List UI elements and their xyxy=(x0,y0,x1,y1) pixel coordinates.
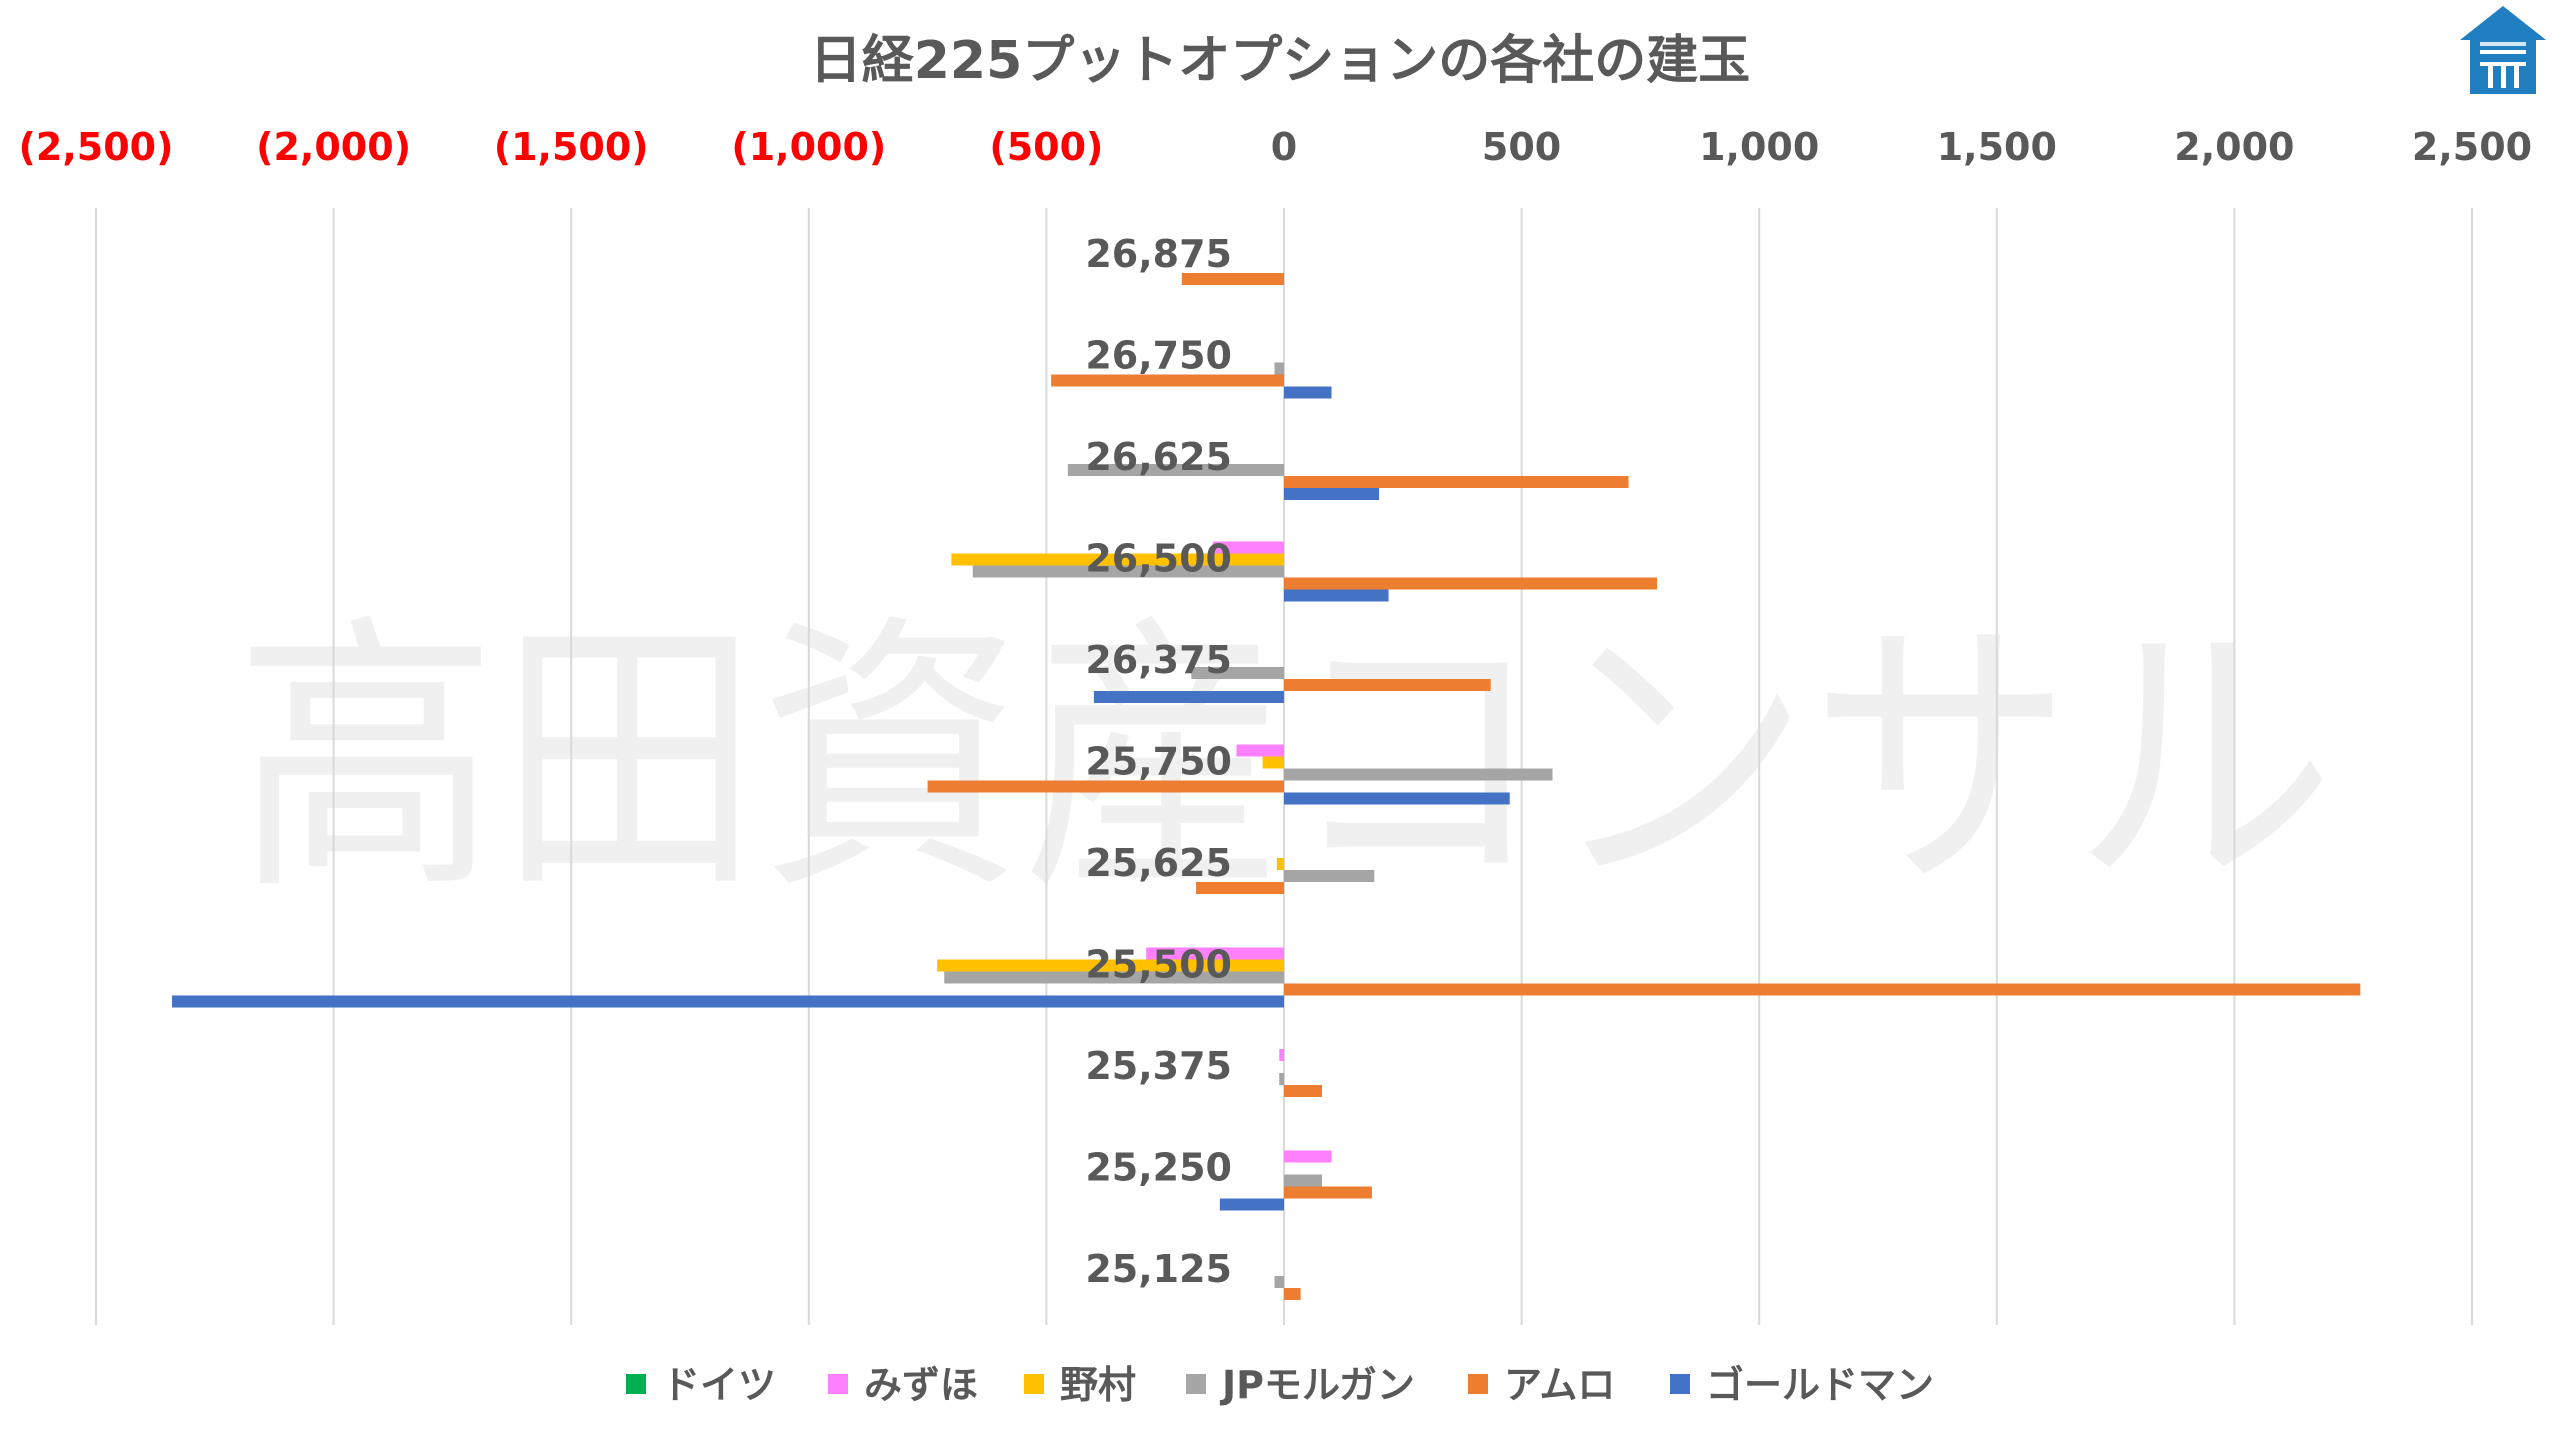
bar xyxy=(1284,589,1389,602)
bar xyxy=(1191,667,1284,679)
x-tick-label: 1,000 xyxy=(1699,125,1819,169)
category-label: 26,500 xyxy=(1085,537,1232,581)
x-tick-label: 1,500 xyxy=(1937,125,2057,169)
category-label: 26,875 xyxy=(1085,232,1232,276)
bar xyxy=(172,995,1285,1008)
bar xyxy=(1219,1198,1284,1211)
category-label: 25,125 xyxy=(1085,1247,1232,1291)
bar xyxy=(1236,744,1284,757)
category-label: 25,375 xyxy=(1085,1044,1232,1088)
bar xyxy=(1284,768,1553,781)
x-tick-label: (1,000) xyxy=(731,125,886,169)
category-label: 25,625 xyxy=(1085,841,1232,885)
bar xyxy=(1274,1276,1284,1288)
bar xyxy=(1284,577,1658,590)
bar xyxy=(1284,870,1375,882)
legend-label: みずほ xyxy=(864,1363,978,1407)
bar xyxy=(972,565,1284,578)
bar xyxy=(1284,476,1629,488)
category-label: 25,250 xyxy=(1085,1146,1232,1190)
house-logo-icon xyxy=(2460,6,2546,94)
x-tick-label: 0 xyxy=(1271,125,1297,169)
x-tick-label: 2,000 xyxy=(2174,125,2294,169)
category-labels: 26,875 26,750 26,625 26,500 26,375 25,750 25,6… xyxy=(1085,232,1232,1291)
x-tick-label: (2,500) xyxy=(19,125,174,169)
legend-label: 野村 xyxy=(1060,1363,1136,1407)
legend-swatch xyxy=(1468,1374,1488,1394)
legend-swatch xyxy=(828,1374,848,1394)
bar xyxy=(1051,374,1284,387)
bar xyxy=(1284,1288,1301,1300)
bar xyxy=(1284,1085,1323,1097)
legend-swatch xyxy=(1024,1374,1044,1394)
category-label: 26,625 xyxy=(1085,435,1232,479)
x-tick-label: (500) xyxy=(989,125,1103,169)
x-tick-label: 2,500 xyxy=(2412,125,2532,169)
bar xyxy=(1279,1049,1284,1061)
gridlines xyxy=(95,208,2473,1325)
bar xyxy=(927,780,1284,793)
x-tick-label: (1,500) xyxy=(494,125,649,169)
bar xyxy=(1181,273,1284,285)
bar xyxy=(1284,386,1332,399)
bar xyxy=(1279,1073,1284,1085)
bar xyxy=(1067,464,1284,476)
bar xyxy=(1274,362,1284,375)
bar xyxy=(1284,1174,1323,1187)
bar xyxy=(1196,882,1284,894)
bar xyxy=(1262,756,1284,769)
bar xyxy=(1212,541,1284,554)
bar xyxy=(1284,1186,1372,1199)
bar xyxy=(951,553,1284,566)
bar xyxy=(937,959,1284,972)
chart-title: 日経225プットオプションの各社の建玉 xyxy=(810,31,1751,91)
bars xyxy=(172,273,2361,1300)
legend-swatch xyxy=(1186,1374,1206,1394)
bar xyxy=(1284,983,2361,996)
bar xyxy=(1284,1150,1332,1163)
x-tick-label: (2,000) xyxy=(256,125,411,169)
legend-swatch xyxy=(626,1374,646,1394)
legend-swatch xyxy=(1670,1374,1690,1394)
legend-label: ゴールドマン xyxy=(1706,1363,1934,1407)
bar xyxy=(1146,947,1284,960)
category-label: 25,750 xyxy=(1085,740,1232,784)
category-label: 26,750 xyxy=(1085,334,1232,378)
bar xyxy=(1276,858,1284,870)
bar xyxy=(1284,488,1380,500)
x-tick-label: 500 xyxy=(1482,125,1561,169)
legend-label: JPモルガン xyxy=(1219,1363,1415,1407)
legend-label: ドイツ xyxy=(662,1363,776,1407)
category-label: 26,375 xyxy=(1085,638,1232,682)
bar xyxy=(1284,679,1491,691)
bar xyxy=(1284,792,1510,805)
category-label: 25,500 xyxy=(1085,943,1232,987)
bar xyxy=(1093,691,1284,703)
x-axis-ticks: (2,500) (2,000) (1,500) (1,000) (500) 0 500 1,0… xyxy=(19,125,2533,169)
bar xyxy=(944,971,1284,984)
legend-label: アムロ xyxy=(1504,1363,1615,1407)
legend: ドイツ みずほ 野村 JPモルガン アムロ ゴールドマン xyxy=(626,1363,1934,1407)
